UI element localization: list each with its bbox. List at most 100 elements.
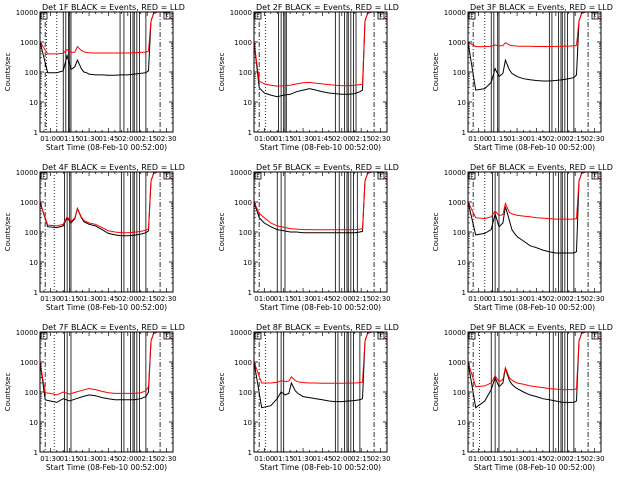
x-tick-label: 01:00: [40, 135, 60, 143]
y-tick-label: 10000: [444, 169, 466, 177]
x-tick-label: 01:30: [293, 135, 313, 143]
y-tick-label: 100: [239, 389, 252, 397]
y-tick-label: 10000: [16, 169, 38, 177]
panel-title: Det 4F BLACK = Events, RED = LLD: [42, 163, 185, 172]
x-tick-label: 01:15: [488, 295, 508, 303]
x-tick-label: 01:00: [468, 135, 488, 143]
y-tick-label: 1000: [20, 199, 38, 207]
x-axis-label: Start Time (08-Feb-10 00:52:00): [474, 463, 595, 472]
x-tick-label: 02:00: [118, 455, 138, 463]
y-tick-label: 10: [457, 259, 466, 267]
y-tick-label: 1000: [234, 199, 252, 207]
x-axis-label: Start Time (08-Feb-10 00:52:00): [46, 303, 167, 312]
series-lld-line: [468, 12, 601, 48]
x-tick-label: 02:15: [351, 455, 371, 463]
y-tick-label: 100: [25, 229, 38, 237]
x-axis-label: Start Time (08-Feb-10 00:52:00): [46, 143, 167, 152]
panel-badge-label: F: [379, 334, 383, 341]
y-tick-label: 10000: [444, 329, 466, 337]
y-tick-label: 100: [453, 69, 466, 77]
x-tick-label: 01:30: [40, 295, 60, 303]
x-tick-label: 01:15: [488, 135, 508, 143]
y-tick-label: 1: [248, 449, 252, 457]
panel-badge-label: F: [42, 14, 46, 21]
x-tick-label: 01:45: [98, 295, 118, 303]
x-tick-label: 02:15: [137, 295, 157, 303]
y-tick-label: 100: [453, 389, 466, 397]
panel-det-6: Det 6F BLACK = Events, RED = LLD F F 1 10 100…: [432, 163, 613, 312]
x-tick-label: 01:45: [312, 295, 332, 303]
y-tick-label: 1000: [234, 359, 252, 367]
y-axis-label: Counts/sec: [4, 53, 12, 92]
x-tick-label: 02:30: [584, 295, 604, 303]
panel-det-7: Det 7F BLACK = Events, RED = LLD F F 1 10 100…: [4, 323, 185, 472]
y-tick-label: 10: [243, 99, 252, 107]
x-tick-label: 01:15: [60, 135, 80, 143]
x-tick-label: 02:30: [370, 295, 390, 303]
x-tick-label: 01:00: [254, 135, 274, 143]
plot-area: [40, 12, 173, 132]
y-tick-label: 10000: [230, 169, 252, 177]
x-tick-label: 01:00: [468, 295, 488, 303]
x-tick-label: 01:45: [526, 455, 546, 463]
panel-badge-box: [377, 12, 385, 20]
series-lld-line: [254, 332, 387, 384]
y-tick-label: 1000: [448, 39, 466, 47]
y-axis-label: Counts/sec: [218, 373, 226, 412]
panel-badge-label: F: [379, 174, 383, 181]
x-tick-label: 01:30: [79, 295, 99, 303]
x-tick-label: 02:00: [546, 295, 566, 303]
y-tick-label: 10: [243, 259, 252, 267]
y-tick-label: 10: [29, 419, 38, 427]
x-tick-label: 01:15: [60, 455, 80, 463]
y-tick-label: 10: [457, 419, 466, 427]
x-tick-label: 01:30: [507, 455, 527, 463]
x-axis-label: Start Time (08-Feb-10 00:52:00): [46, 463, 167, 472]
panel-title: Det 2F BLACK = Events, RED = LLD: [256, 3, 399, 12]
x-axis-label: Start Time (08-Feb-10 00:52:00): [260, 143, 381, 152]
y-tick-label: 10000: [16, 9, 38, 17]
x-axis-label: Start Time (08-Feb-10 00:52:00): [474, 143, 595, 152]
y-tick-label: 1000: [20, 359, 38, 367]
panel-det-2: Det 2F BLACK = Events, RED = LLD F F 1 10 100…: [218, 3, 399, 152]
x-tick-label: 02:00: [118, 295, 138, 303]
x-tick-label: 02:00: [332, 295, 352, 303]
panel-badge-box: [163, 332, 171, 340]
x-axis-label: Start Time (08-Feb-10 00:52:00): [260, 463, 381, 472]
x-tick-label: 01:45: [98, 455, 118, 463]
y-axis-label: Counts/sec: [432, 213, 440, 252]
x-tick-label: 02:30: [584, 455, 604, 463]
panel-badge-label: F: [470, 334, 474, 341]
panel-badge-box: [377, 332, 385, 340]
x-tick-label: 02:30: [370, 455, 390, 463]
x-tick-label: 01:30: [507, 135, 527, 143]
plot-area: [468, 12, 601, 132]
panel-det-3: Det 3F BLACK = Events, RED = LLD F F 1 10 100…: [432, 3, 613, 152]
x-axis-label: Start Time (08-Feb-10 00:52:00): [474, 303, 595, 312]
y-tick-label: 1000: [448, 199, 466, 207]
panel-det-9: Det 9F BLACK = Events, RED = LLD F F 1 10 100…: [432, 323, 613, 472]
y-tick-label: 1: [462, 449, 466, 457]
y-tick-label: 1000: [20, 39, 38, 47]
panel-badge-box: [591, 172, 599, 180]
y-tick-label: 100: [25, 69, 38, 77]
x-tick-label: 01:45: [526, 295, 546, 303]
x-tick-label: 01:30: [507, 295, 527, 303]
y-tick-label: 100: [239, 69, 252, 77]
y-tick-label: 100: [239, 229, 252, 237]
y-tick-label: 10: [29, 259, 38, 267]
panel-badge-label: F: [379, 14, 383, 21]
x-tick-label: 01:30: [40, 455, 60, 463]
x-tick-label: 02:15: [137, 455, 157, 463]
x-tick-label: 01:15: [274, 455, 294, 463]
series-lld-line: [40, 12, 173, 55]
panel-det-4: Det 4F BLACK = Events, RED = LLD F F 1 10 100…: [4, 163, 185, 312]
panel-badge-box: [591, 12, 599, 20]
y-tick-label: 10: [457, 99, 466, 107]
y-tick-label: 100: [453, 229, 466, 237]
panel-det-8: Det 8F BLACK = Events, RED = LLD F F 1 10 100…: [218, 323, 399, 472]
panel-badge-label: F: [593, 174, 597, 181]
panel-badge-label: F: [470, 174, 474, 181]
plot-area: [468, 332, 601, 452]
